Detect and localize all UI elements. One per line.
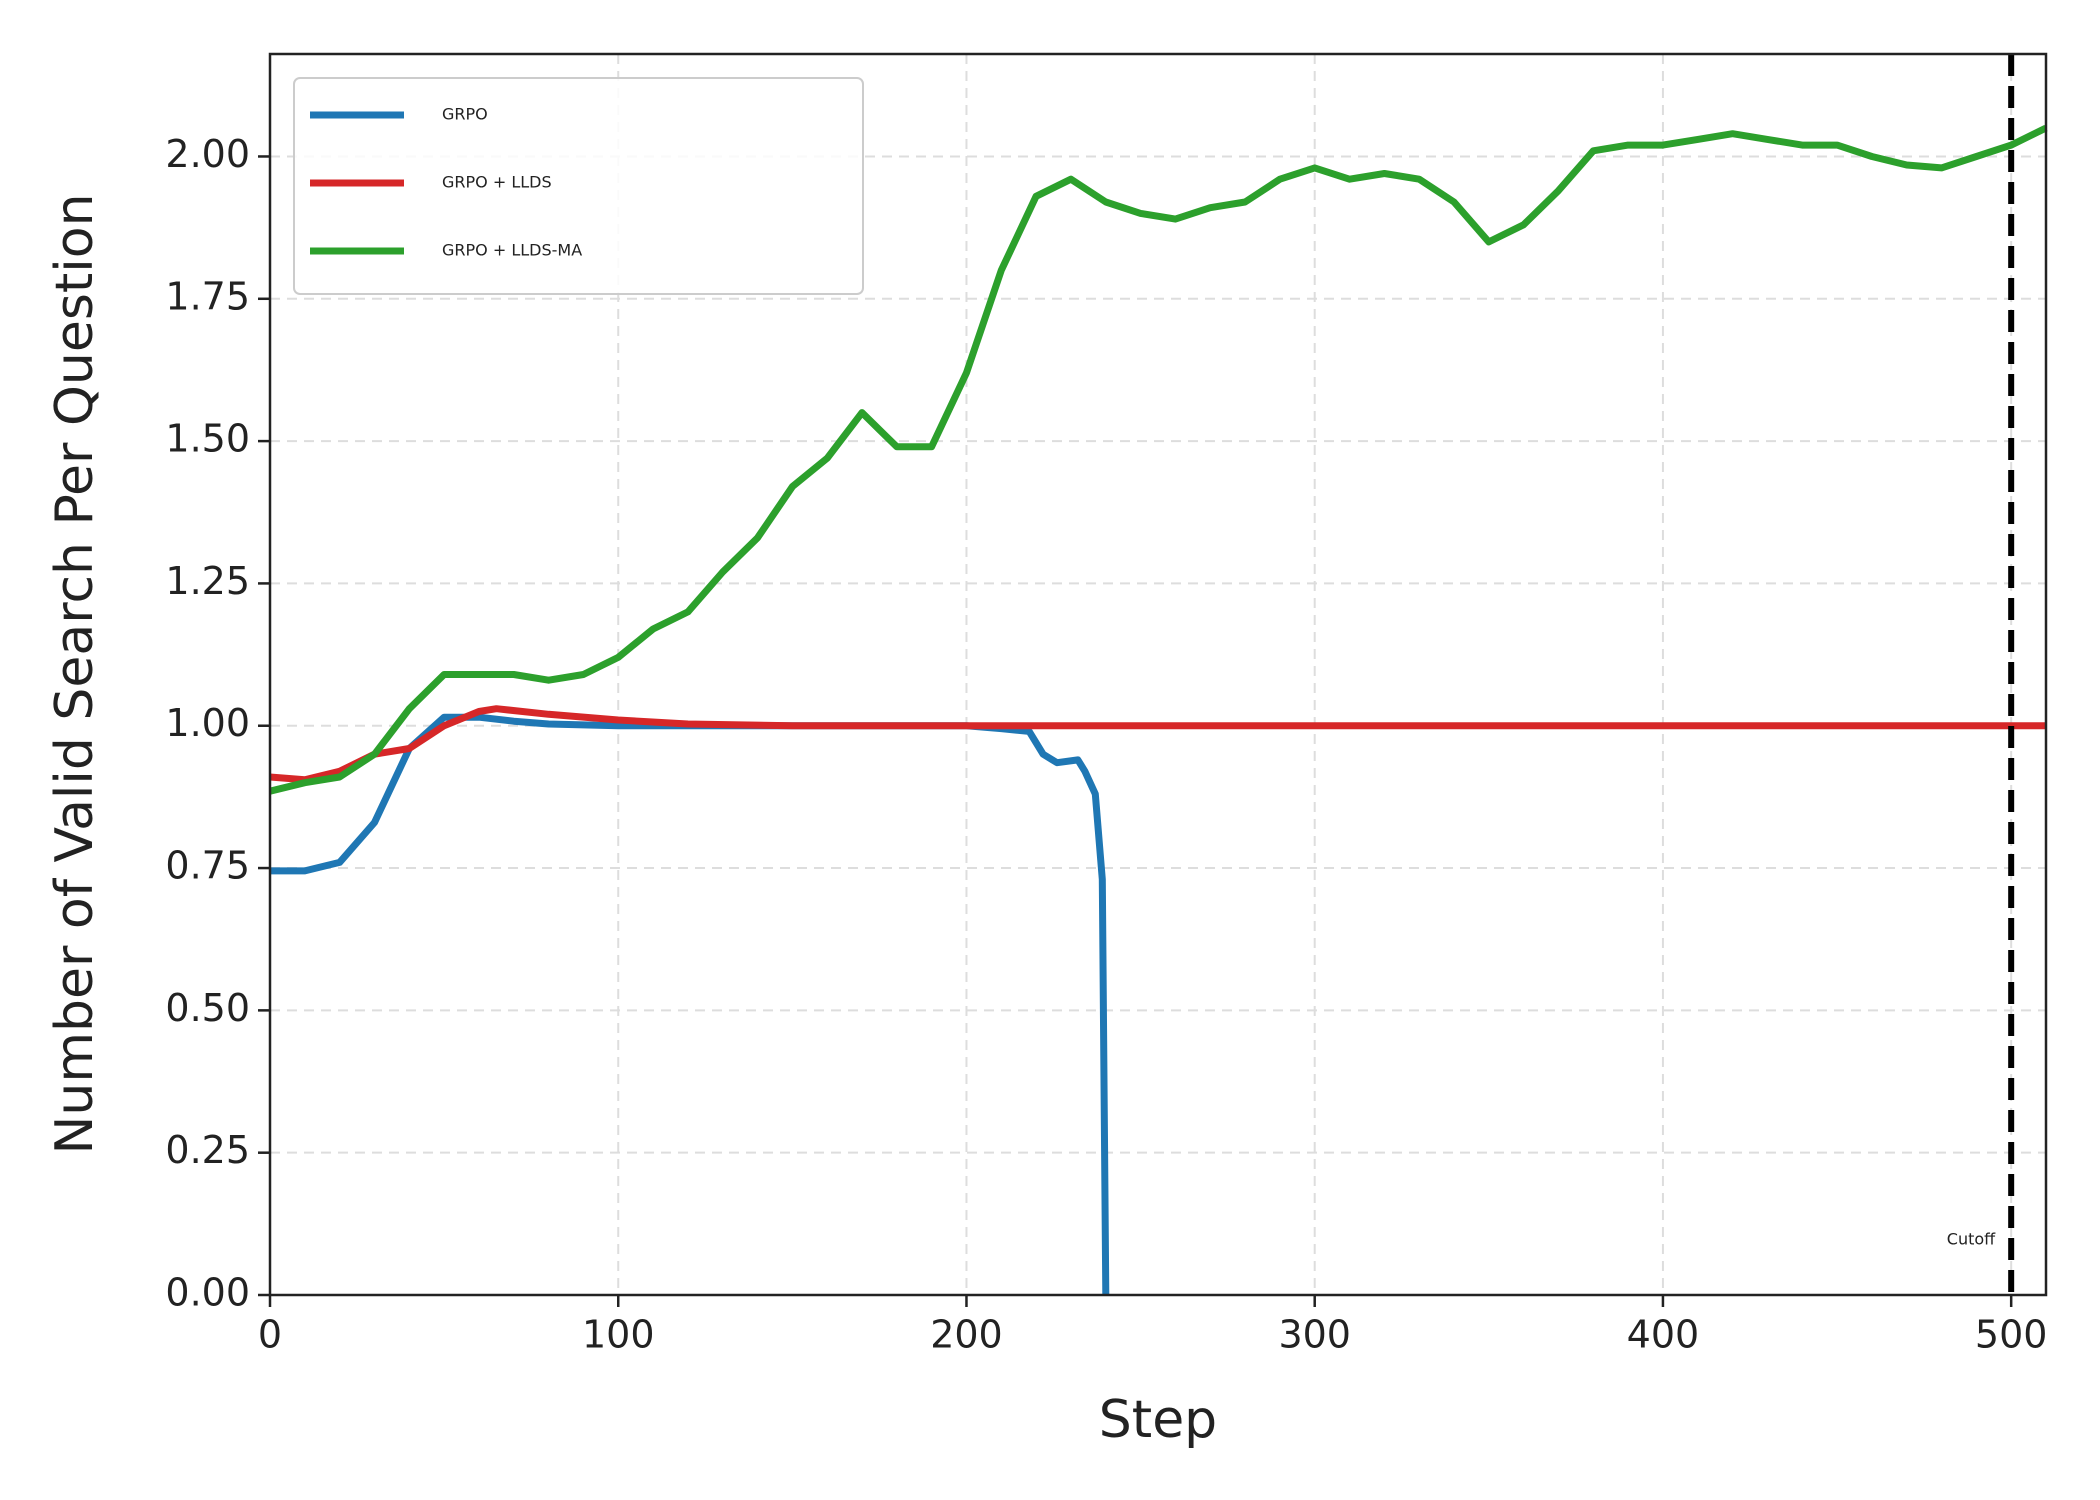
cutoff-label: Cutoff	[1947, 1230, 1996, 1249]
y-axis-label: Number of Valid Search Per Question	[45, 193, 105, 1154]
y-tick-label: 1.50	[165, 417, 250, 461]
x-tick-label: 300	[1278, 1313, 1351, 1357]
plot-frame	[268, 52, 2048, 1297]
x-tick-label: 0	[258, 1313, 282, 1357]
series-line	[269, 124, 2048, 795]
x-tick-label: 500	[1975, 1313, 2048, 1357]
legend-label: GRPO	[442, 105, 488, 124]
legend-label: GRPO + LLDS-MA	[442, 241, 582, 260]
y-tick-label: 0.00	[165, 1271, 250, 1315]
y-tick-label: 0.50	[165, 986, 250, 1030]
series-line	[269, 705, 2046, 784]
y-tick-label: 1.75	[165, 274, 250, 318]
series-line	[270, 713, 1110, 1296]
legend-label: GRPO + LLDS	[442, 173, 552, 192]
x-axis-label: Step	[1099, 1390, 1217, 1450]
legend-box	[293, 77, 864, 295]
x-tick-label: 100	[582, 1313, 655, 1357]
y-tick-label: 0.25	[165, 1128, 250, 1172]
y-tick-label: 2.00	[165, 132, 250, 176]
x-tick-label: 400	[1627, 1313, 1700, 1357]
y-tick-label: 1.25	[165, 559, 250, 603]
y-tick-label: 0.75	[165, 844, 250, 888]
x-tick-label: 200	[930, 1313, 1003, 1357]
y-tick-label: 1.00	[165, 701, 250, 745]
